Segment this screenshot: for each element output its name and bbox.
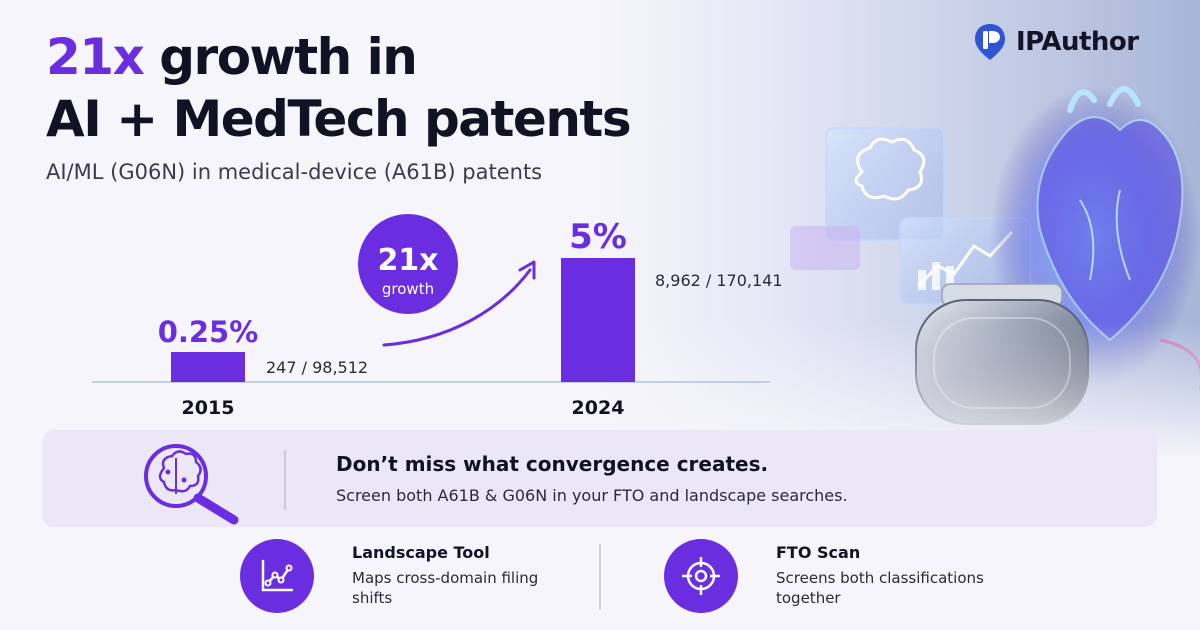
count-label-2024: 8,962 / 170,141 — [655, 271, 783, 290]
growth-badge-label: growth — [382, 280, 434, 298]
crosshair-icon — [682, 557, 720, 595]
value-label-2024: 5% — [569, 217, 627, 257]
feature-title-landscape: Landscape Tool — [352, 543, 490, 562]
line-chart-icon — [261, 559, 294, 592]
features-divider — [599, 544, 601, 610]
bar-2015 — [171, 352, 245, 382]
growth-badge — [358, 214, 458, 314]
feature-desc-fto: Screens both classifications together — [776, 569, 984, 607]
tick-label-2024: 2024 — [572, 397, 625, 419]
brand-logo[interactable]: IPAuthor — [972, 22, 1139, 62]
count-label-2015: 247 / 98,512 — [266, 358, 368, 377]
banner-text: Screen both A61B & G06N in your FTO and … — [336, 486, 848, 505]
convergence-banner: Don’t miss what convergence creates. Scr… — [42, 430, 1157, 527]
subtitle: AI/ML (G06N) in medical-device (A61B) pa… — [46, 160, 543, 184]
banner-divider — [284, 450, 286, 510]
feature-desc-landscape: Maps cross-domain filing shifts — [352, 569, 539, 607]
fto-scan-icon-circle[interactable] — [664, 539, 738, 613]
tick-label-2015: 2015 — [182, 397, 235, 419]
headline-accent: 21x — [46, 28, 145, 86]
growth-arrow — [382, 268, 532, 347]
value-label-2015: 0.25% — [158, 315, 259, 349]
headline: 21x growth in AI + MedTech patents — [46, 26, 632, 150]
headline-line-1-rest: growth in — [143, 28, 418, 86]
headline-line-1: 21x growth in — [46, 26, 630, 88]
pin-logo-icon — [975, 24, 1005, 60]
brain-magnifier-icon — [144, 444, 239, 525]
growth-arrowhead — [518, 260, 536, 280]
brand-name: IPAuthor — [1016, 27, 1139, 57]
banner-title: Don’t miss what convergence creates. — [336, 452, 769, 476]
feature-title-fto: FTO Scan — [776, 543, 861, 562]
bar-2024 — [561, 258, 635, 382]
growth-badge-value: 21x — [377, 243, 438, 278]
landscape-tool-icon-circle[interactable] — [240, 539, 314, 613]
headline-line-2: AI + MedTech patents — [46, 90, 632, 148]
growth-bar-chart: 0.25% 247 / 98,512 2015 5% 8,962 / 170,141 20… — [92, 214, 783, 419]
